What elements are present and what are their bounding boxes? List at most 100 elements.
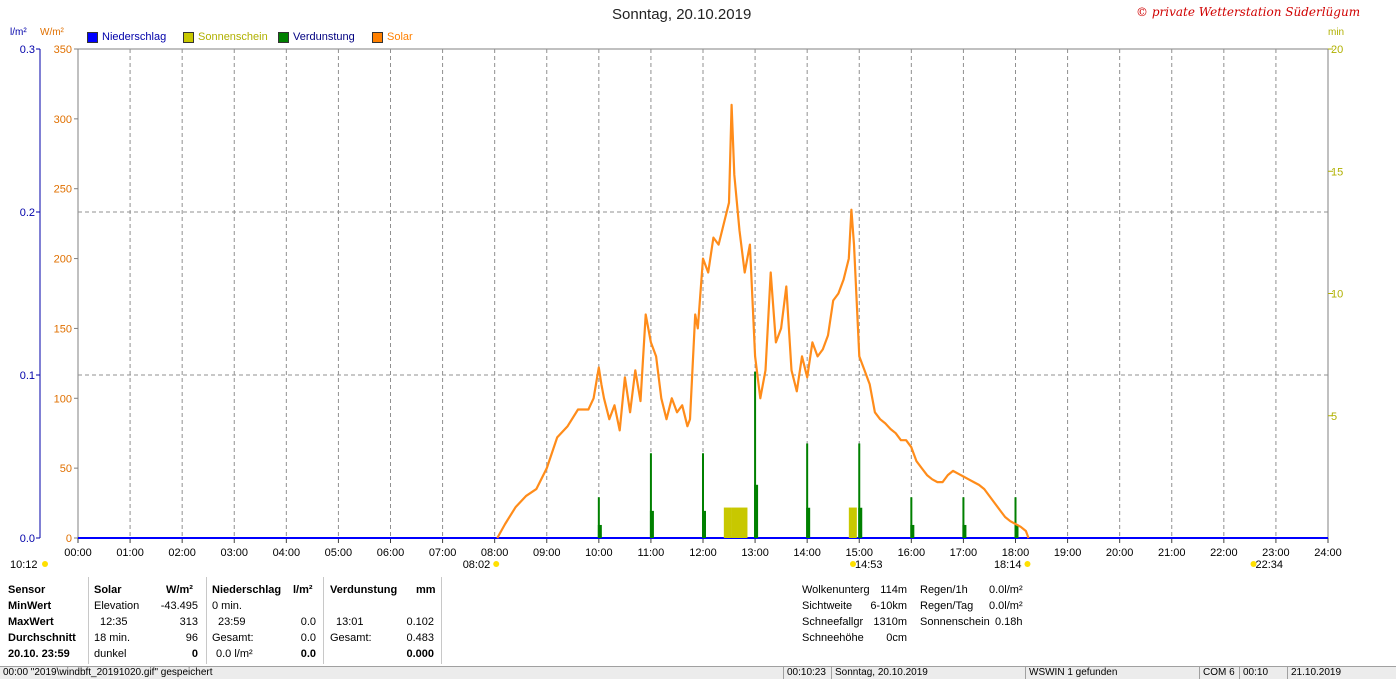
status-date: Sonntag, 20.10.2019 [832,667,1026,679]
minute-axis-tick-label: 15 [1331,166,1343,178]
unit-rain-label: l/m² [10,27,27,38]
x-axis-tick-label: 04:00 [273,547,301,559]
legend-solar-label: Solar [387,31,413,43]
legend-sunshine-label: Sonnenschein [198,31,268,43]
annotation-label: 18:14 [994,559,1022,571]
x-axis-tick-label: 21:00 [1158,547,1186,559]
solar-axis-tick-label: 0 [66,533,72,545]
evaporation-total-value: 0.483 [406,632,434,644]
current-date-label: 20.10. 23:59 [8,648,70,660]
evaporation-bar-segment [754,484,759,538]
chart-title: Sonntag, 20.10.2019 [612,6,752,23]
solar-axis-tick-label: 150 [54,323,72,335]
rain-day-label: Regen/Tag [920,600,974,612]
rain-total-label: Gesamt: [212,632,254,644]
solar-min-value: -43.495 [160,600,198,612]
solar-max-time: 12:35 [100,616,128,628]
rain-max-value: 0.0 [300,616,316,628]
evaporation-bar [702,453,704,538]
x-axis-tick-label: 00:00 [64,547,92,559]
x-axis-tick-label: 05:00 [325,547,353,559]
legend-evaporation: Verdunstung [278,31,355,43]
x-axis-tick-label: 07:00 [429,547,457,559]
stats-divider [323,577,324,664]
rain-axis-tick-label: 0.0 [20,533,35,545]
sun-marker-icon [493,561,500,567]
legend-solar: Solar [372,31,413,43]
solar-max-value: 313 [179,616,198,628]
copyright-text: © private Wetterstation Süderlügum [1136,5,1361,19]
rain-axis-tick-label: 0.1 [20,370,35,382]
evaporation-bar [1014,497,1017,538]
x-axis-tick-label: 02:00 [168,547,196,559]
x-axis-tick-label: 22:00 [1210,547,1238,559]
snow-depth-value: 0cm [886,632,907,644]
stats-divider [206,577,207,664]
solar-axis-tick-label: 100 [54,393,72,405]
sensor-header: Sensor [8,584,46,596]
minwert-label: MinWert [8,600,52,612]
evaporation-bar [910,497,913,538]
stats-divider [441,577,442,664]
status-bar: 00:00 "2019\windbft_20191020.gif" gespei… [0,666,1396,679]
rain-hour-label: Regen/1h [920,584,968,596]
legend-evaporation-swatch [278,31,289,43]
sun-marker-icon [1250,561,1257,567]
evaporation-header: Verdunstung [330,584,398,596]
unit-solar-label: W/m² [40,27,64,38]
minute-axis-tick-label: 10 [1331,289,1343,301]
sunshine-bar [848,507,857,538]
status-station: WSWIN 1 gefunden [1026,667,1200,679]
legend-rain-label: Niederschlag [102,31,167,43]
weather-chart: 0.0 0.1 0.2 0.3 0 50 100 150 200 250 300 350 5 10 15 20… [10,44,1343,571]
evaporation-current-value: 0.000 [406,648,434,660]
legend-rain: Niederschlag [87,31,166,43]
x-axis-tick-label: 16:00 [898,547,926,559]
legend-sunshine-swatch [183,31,194,43]
x-axis-tick-label: 11:00 [638,547,665,559]
visibility-value: 6-10km [870,600,907,612]
status-port: COM 6 [1200,667,1240,679]
x-axis-tick-label: 13:00 [741,547,769,559]
x-axis-tick-label: 08:00 [481,547,509,559]
x-axis-tick-label: 24:00 [1314,547,1342,559]
solar-unit: W/m² [166,584,193,596]
rain-hour-value: 0.0l/m² [989,584,1023,596]
x-axis-tick-label: 03:00 [220,547,248,559]
solar-current-value: 0 [191,648,198,660]
rain-unit: l/m² [293,584,313,596]
annotation-label: 22:34 [1256,559,1284,571]
annotation-label: 10:12 [10,559,38,571]
evaporation-bar-segment [910,524,915,538]
legend-evaporation-label: Verdunstung [293,31,355,43]
solar-series-line [496,103,1030,539]
evaporation-bar-segment [702,510,706,538]
solar-min-label: Elevation [94,600,140,612]
annotation-label: 08:02 [463,559,491,571]
stats-panel [0,573,1396,666]
solar-current-label: dunkel [94,648,127,660]
rain-current-label: 0.0 l/m² [216,648,253,660]
status-message: 00:00 "2019\windbft_20191020.gif" gespei… [0,667,784,679]
solar-axis-tick-label: 350 [54,44,72,56]
x-axis-tick-label: 19:00 [1054,547,1082,559]
solar-avg-label: 18 min. [94,632,131,644]
sun-marker-icon [1024,561,1031,567]
x-axis-tick-label: 10:00 [585,547,613,559]
rain-header: Niederschlag [212,584,282,596]
solar-axis-tick-label: 300 [54,114,72,126]
x-axis-tick-label: 17:00 [950,547,978,559]
minute-axis-tick-label: 5 [1331,411,1337,423]
x-axis-tick-label: 09:00 [533,547,561,559]
minute-axis-tick-label: 20 [1331,44,1343,56]
solar-avg-value: 96 [185,632,198,644]
snowfall-level-value: 1310m [873,616,907,628]
rain-axis-tick-label: 0.3 [20,44,35,56]
evaporation-bar [649,453,652,538]
legend-solar-swatch [372,31,383,43]
status-clock: 00:10 [1240,667,1288,679]
evaporation-unit: mm [416,584,436,596]
stats-divider [88,577,89,664]
rain-axis-tick-label: 0.2 [20,207,35,219]
sunshine-bar [723,507,732,538]
